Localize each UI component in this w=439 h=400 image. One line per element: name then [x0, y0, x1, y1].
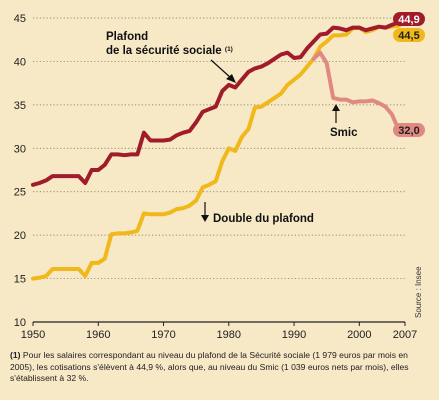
source-label: Source : Insee — [414, 266, 423, 318]
series-line — [31, 16, 407, 187]
y-tick-label: 10 — [14, 317, 26, 329]
plafond-arrow-line — [210, 59, 232, 79]
plafond-annotation: Plafond de la sécurité sociale (1) — [106, 31, 236, 83]
y-tick-label: 15 — [14, 274, 26, 286]
end-label-value: 44,9 — [398, 14, 419, 26]
y-tick-label: 30 — [14, 143, 26, 155]
double-annotation: Double du plafond — [201, 202, 314, 225]
x-tick-labels: 1950 1960 1970 1980 1990 2000 2007 — [21, 322, 417, 341]
x-tick-label: 1990 — [282, 329, 306, 341]
end-label-value: 32,0 — [398, 125, 419, 137]
line-chart: 1950 1960 1970 1980 1990 2000 2007 10 15 20 25 30 3… — [14, 12, 425, 341]
plafond-arrow-head — [226, 74, 236, 83]
y-tick-label: 25 — [14, 187, 26, 199]
series-line — [31, 20, 407, 281]
y-tick-label: 45 — [14, 13, 26, 25]
y-tick-label: 40 — [14, 56, 26, 68]
plafond-label-line2: de la sécurité sociale (1) — [106, 45, 233, 57]
series-line — [311, 50, 407, 133]
smic-arrow-head — [332, 104, 340, 111]
footnote-text: Pour les salaires correspondant au nivea… — [10, 350, 409, 384]
footnote-marker: (1) — [10, 350, 21, 360]
series-lines — [31, 16, 407, 281]
footnote: (1) Pour les salaires correspondant au n… — [10, 350, 434, 385]
double-arrow-head — [201, 215, 209, 222]
x-tick-label: 2000 — [347, 329, 371, 341]
smic-annotation: Smic — [330, 104, 358, 139]
x-tick-label: 1970 — [151, 329, 175, 341]
end-label-badge — [393, 28, 425, 42]
grid-lines — [33, 17, 405, 279]
end-labels: 44,9 44,5 32,0 — [393, 12, 425, 137]
y-tick-labels: 10 15 20 25 30 35 40 45 — [14, 13, 26, 329]
x-tick-label: 2007 — [393, 329, 417, 341]
end-label-badge — [393, 12, 425, 26]
plafond-label-line1: Plafond — [106, 31, 148, 43]
y-tick-label: 20 — [14, 230, 26, 242]
double-label: Double du plafond — [213, 213, 314, 225]
x-tick-label: 1960 — [86, 329, 110, 341]
end-label-badge — [393, 123, 425, 137]
x-tick-label: 1950 — [21, 329, 45, 341]
y-tick-label: 35 — [14, 100, 26, 112]
smic-label: Smic — [330, 127, 358, 139]
end-label-value: 44,5 — [398, 30, 419, 42]
x-tick-label: 1980 — [217, 329, 241, 341]
